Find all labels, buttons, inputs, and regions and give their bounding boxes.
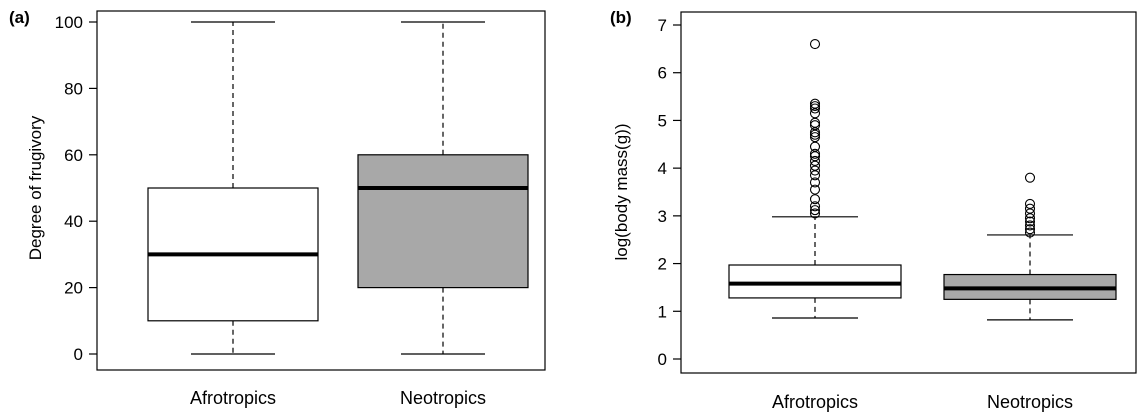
panel-b-y-tick-label: 1 [658,302,667,321]
panel-a-y-tick-label: 0 [74,345,83,364]
panel-a-label: (a) [9,8,30,27]
panel-a-y-tick-label: 60 [64,146,83,165]
panel-b-neotropics-outlier-point [1024,227,1036,238]
panel-b-y-tick-label: 7 [658,16,667,35]
panel-b-afrotropics-outlier-point [809,132,821,143]
panel-a-y-tick-label: 100 [55,13,83,32]
panel-a-y-tick-label: 40 [64,212,83,231]
panel-a-plot-frame [96,10,546,371]
panel-b-y-tick-label: 0 [658,350,667,369]
panel-b-afrotropics-outlier-point [809,101,821,112]
panel-a-y-axis-title: Degree of frugivory [26,115,45,260]
panel-b-neotropics-outlier-point [1024,224,1036,235]
panel-a-category-label: Neotropics [400,388,486,408]
panel-a-y-tick-label: 20 [64,279,83,298]
panel-a-y-tick-label: 80 [64,79,83,98]
panel-b-y-tick-label: 5 [658,111,667,130]
panel-b-afrotropics-outlier-point [809,184,821,195]
panel-b-plot-frame [680,11,1137,374]
panel-b-y-tick-label: 2 [658,255,667,274]
panel-b-afrotropics-outlier-point [809,205,821,216]
panel-b-afrotropics-outlier-point [809,98,821,109]
panel-b-y-tick-label: 6 [658,64,667,83]
panel-b-y-axis-title: log(body mass(g)) [612,124,631,261]
panel-b-category-label: Neotropics [987,392,1073,412]
panel-b-y-tick-label: 3 [658,207,667,226]
panel-b-afrotropics-outlier-point [809,208,821,219]
panel-a-neotropics-box [357,154,529,289]
panel-a-category-label: Afrotropics [190,388,276,408]
panel-b-afrotropics-box [728,264,902,299]
panel-b-afrotropics-outlier-point [809,148,821,159]
panel-b-neotropics-outlier-point [1024,216,1036,227]
panel-b-neotropics-outlier-point [1024,220,1036,231]
panel-b-afrotropics-outlier-point [809,155,821,167]
panel-b-neotropics-outlier-point [1024,203,1036,214]
panel-b-label: (b) [610,8,632,27]
panel-b-y-tick-label: 4 [658,159,667,178]
panel-b-afrotropics-outlier-point [809,39,821,50]
panel-b-afrotropics-outlier-point [809,120,821,131]
panel-b-afrotropics-outlier-point [809,177,821,188]
panel-b-afrotropics-outlier-point [809,201,821,212]
panel-b-category-label: Afrotropics [772,392,858,412]
panel-b-neotropics-outlier-point [1024,198,1036,209]
panel-b-afrotropics-outlier-point [809,103,821,114]
panel-b-neotropics-outlier-point [1024,172,1036,183]
